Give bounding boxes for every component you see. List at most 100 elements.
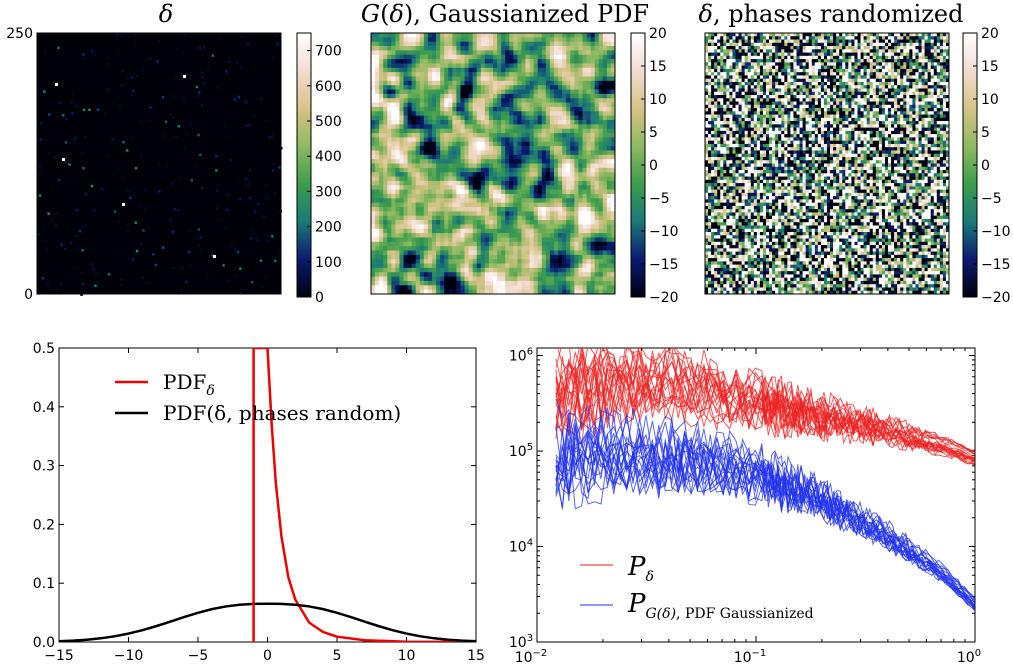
hm2-cells-cell (594, 80, 600, 86)
hm2-cells-cell (419, 276, 425, 282)
hm2-cells-cell (549, 289, 555, 295)
hm3-cells-cell (708, 68, 712, 73)
hm2-cells-cell (427, 289, 433, 295)
hm2-cells-cell (460, 263, 465, 269)
hm2-cells-cell (403, 124, 408, 129)
hm2-cells-cell (456, 193, 461, 199)
hm2-cells-cell (444, 63, 449, 69)
hm2-cells-cell (468, 133, 473, 138)
hm2-cells-cell (549, 115, 555, 121)
hm2-cells-cell (505, 80, 510, 86)
hm3-cells-cell (848, 33, 852, 37)
hm2-cells-cell (578, 154, 583, 160)
hm2-cells-cell (432, 102, 437, 108)
hm2-cells-cell (403, 106, 408, 112)
hm2-cells-cell (448, 285, 453, 290)
hm2-cells-cell (379, 237, 384, 243)
hm2-cells-cell (472, 228, 478, 234)
hm2-cells-cell (570, 37, 575, 42)
hm2-cells-cell (529, 250, 534, 256)
hm2-cells-cell (501, 185, 506, 190)
hm2-cells-cell (419, 241, 425, 247)
hm2-cells-cell (610, 276, 616, 282)
hm3-cells-cell (906, 42, 910, 47)
hm2-cells-cell (517, 189, 522, 195)
hm1-cells-cell (238, 197, 242, 201)
hm2-cells-cell (574, 159, 579, 164)
hm2-cells-cell (444, 202, 449, 208)
hm2-cells-cell (541, 111, 547, 116)
hm1-cells-cell (37, 292, 40, 295)
hm2-cells-cell (590, 76, 595, 82)
hm3-cells-cell (762, 55, 767, 60)
hm2-cells-cell (598, 172, 604, 177)
hm2-cells-cell (606, 263, 612, 269)
hm2-cells-cell (407, 289, 412, 295)
hm2-cells-cell (529, 128, 534, 134)
hm2-cells-cell (456, 250, 461, 256)
hm2-cells-cell (411, 224, 417, 230)
hm2-cells-cell (403, 163, 408, 169)
hm2-cells-cell (427, 89, 433, 95)
hm2-cells-cell (395, 259, 400, 264)
hm3-cells-cell (817, 46, 822, 50)
hm2-cells-cell (541, 285, 547, 290)
hm2-cells-cell (423, 215, 429, 221)
hm2-cells-cell (456, 215, 461, 221)
hm2-cells-cell (391, 180, 396, 186)
hm2-cells-cell (493, 267, 498, 273)
hm2-cells-cell (574, 72, 579, 77)
hm2-cells-cell (566, 154, 571, 160)
hm2-cells-cell (574, 85, 579, 90)
hm3-cells-cell (723, 65, 727, 70)
hm2-cells-cell (541, 267, 547, 273)
hm2-cells-cell (468, 111, 473, 116)
hm2-cells-cell (375, 76, 380, 82)
hm2-cells-cell (606, 50, 612, 56)
hm2-cells-cell (427, 37, 433, 42)
hm3-cells-cell (924, 39, 928, 44)
hm3-cells-cell (753, 39, 758, 44)
hm2-cells-cell (497, 228, 502, 234)
hm3-cells-cell (909, 59, 913, 63)
hm2-cells-cell (436, 54, 441, 60)
hm2-cells-cell (509, 180, 514, 186)
hm2-cells-cell (537, 128, 543, 134)
hm3-cells-cell (900, 59, 904, 63)
hm2-cells-cell (476, 46, 482, 51)
hm2-cells-cell (480, 67, 486, 73)
hm1-cells-cell (57, 178, 61, 182)
hm2-cells-cell (602, 276, 608, 282)
hm1-cells-cell (175, 135, 178, 139)
hm2-cells-cell (488, 211, 494, 216)
hm2-cells-cell (582, 159, 587, 164)
hm3-cells-cell (790, 39, 794, 44)
hm2-cells-cell (423, 120, 429, 125)
hm2-cells-cell (383, 141, 388, 147)
hm2-cells-cell (501, 163, 506, 169)
hm1-cells-cell (125, 149, 129, 152)
hm2-cells-cell (379, 228, 384, 234)
hm3-cells-cell (924, 72, 928, 76)
hm2-cells-cell (403, 289, 408, 295)
hm2-cells-cell (423, 41, 429, 47)
hm2-cells-cell (456, 85, 461, 90)
hm2-cells-cell (533, 54, 539, 60)
hm2-cells-cell (525, 172, 530, 177)
hm3-cells-cell (863, 33, 867, 37)
hm2-cells-cell (456, 106, 461, 112)
hm2-cells-cell (582, 150, 587, 156)
hm2-cells-cell (375, 85, 380, 90)
hm2-cells-cell (501, 89, 506, 95)
hm2-cells-cell (456, 59, 461, 64)
hm3-cells-cell (906, 65, 910, 70)
hm2-cells-cell (419, 254, 425, 260)
hm2-cells-cell (395, 263, 400, 269)
hm3-cells-cell (851, 46, 855, 50)
hm3-cells-cell (805, 68, 809, 73)
hm1-cells-cell (215, 155, 218, 158)
hm3-cells-cell (717, 33, 721, 37)
hm2-cells-cell (582, 233, 587, 238)
hm2-cells-cell (484, 250, 490, 256)
hm3-cells-cell (930, 68, 935, 73)
